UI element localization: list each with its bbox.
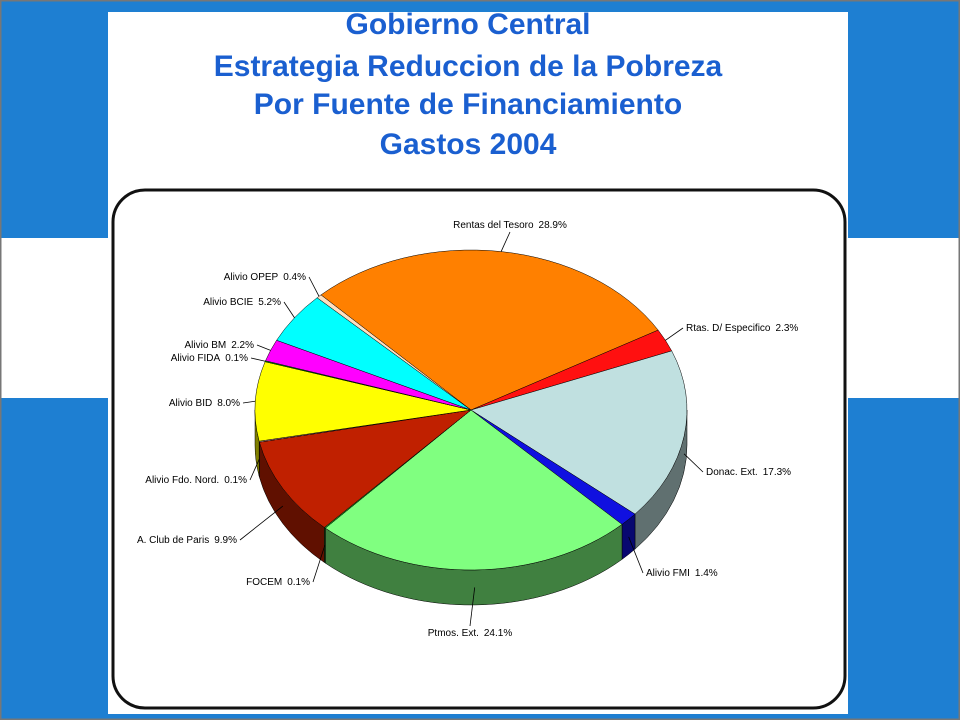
slice-value: 0.1% (287, 577, 310, 588)
slice-value: 17.3% (763, 467, 791, 478)
slice-value: 0.4% (283, 272, 306, 283)
slice-value: 2.2% (231, 340, 254, 351)
slice-value: 2.3% (775, 323, 798, 334)
slice-label: Alivio FMI 1.4% (646, 568, 718, 579)
slice-label: Alivio Fdo. Nord. 0.1% (145, 475, 247, 486)
slice (316, 294, 472, 411)
slice (254, 361, 472, 442)
slice-label: A. Club de Paris 9.9% (137, 535, 237, 546)
slice-value: 5.2% (258, 297, 281, 308)
slice-label: Ptmos. Ext. 24.1% (428, 628, 513, 639)
slice-label: Alivio BM 2.2% (185, 340, 255, 351)
slice-name: Alivio FIDA (171, 353, 221, 364)
slice-name: FOCEM (246, 577, 282, 588)
leader-line (256, 344, 271, 351)
slice-value: 0.1% (225, 353, 248, 364)
leader-line (242, 400, 256, 404)
slice-label: FOCEM 0.1% (246, 577, 310, 588)
leader-line (469, 587, 476, 627)
slice-name: Rentas del Tesoro (453, 220, 534, 231)
title-line: Por Fuente de Financiamiento (254, 88, 682, 121)
slice-name: A. Club de Paris (137, 535, 209, 546)
leader-line (283, 301, 295, 318)
slice-name: Alivio Fdo. Nord. (145, 475, 219, 486)
slice-value: 1.4% (695, 568, 718, 579)
slice-name: Alivio BID (169, 398, 212, 409)
leader-line (312, 545, 326, 583)
pie: Rentas del Tesoro 28.9% Rtas. D/ Especific… (137, 220, 798, 639)
slice (470, 350, 688, 515)
slice-label: Donac. Ext. 17.3% (706, 467, 791, 478)
slice-value: 8.0% (217, 398, 240, 409)
leader-line (239, 505, 284, 541)
slice-label: Rentas del Tesoro 28.9% (453, 220, 567, 231)
slice-name: Alivio BCIE (203, 297, 253, 308)
leader-line (628, 536, 644, 574)
slice-label: Alivio BID 8.0% (169, 398, 240, 409)
title-line: Gobierno Central (345, 8, 590, 41)
slice-name: Alivio OPEP (224, 272, 279, 283)
slice-value: 9.9% (214, 535, 237, 546)
slice-name: Alivio FMI (646, 568, 690, 579)
slice-name: Donac. Ext. (706, 467, 758, 478)
slice-name: Ptmos. Ext. (428, 628, 479, 639)
slice-name: Rtas. D/ Especifico (686, 323, 771, 334)
leader-line (308, 276, 320, 297)
slice (259, 409, 472, 528)
slice (324, 409, 623, 571)
slice-value: 0.1% (224, 475, 247, 486)
slice (320, 249, 659, 411)
title-line: Estrategia Reduccion de la Pobreza (214, 50, 723, 83)
slice-label: Alivio FIDA 0.1% (171, 353, 248, 364)
leader-line (665, 327, 684, 341)
slice-label: Alivio BCIE 5.2% (203, 297, 281, 308)
leader-line (249, 459, 260, 481)
slice-name: Alivio BM (185, 340, 227, 351)
leader-line (250, 357, 266, 362)
slice-value: 24.1% (484, 628, 512, 639)
leader-line (683, 453, 704, 473)
slice-label: Rtas. D/ Especifico 2.3% (686, 323, 798, 334)
leader-line (500, 231, 511, 252)
slice-label: Alivio OPEP 0.4% (224, 272, 306, 283)
title-line: Gastos 2004 (380, 128, 557, 161)
slice-value: 28.9% (539, 220, 567, 231)
